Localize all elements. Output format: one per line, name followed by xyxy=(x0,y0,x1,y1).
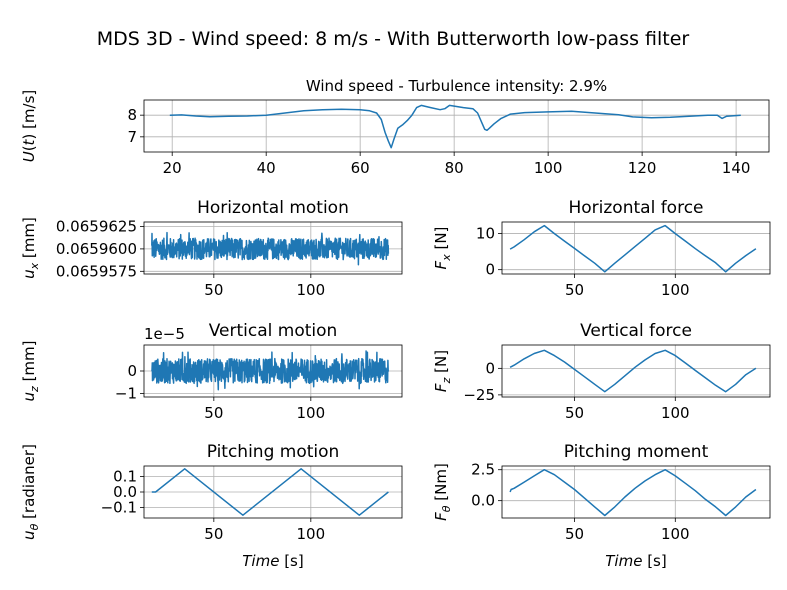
plot-frame-wind xyxy=(143,99,770,153)
y-axis-label-wind: U(t) [m/s] xyxy=(20,90,38,163)
y-tick-label-pmotion-2: 0.1 xyxy=(113,468,137,486)
y-tick-label-pmoment-1: 2.5 xyxy=(471,461,495,479)
series-line-hforce xyxy=(509,224,757,273)
y-tick-label-vmotion-1: 0 xyxy=(127,362,137,380)
x-tick-label-hforce-0: 50 xyxy=(565,281,584,299)
y-tick-label-pmotion-0: −0.1 xyxy=(101,498,137,516)
panel-vforce: 50 100 −25 0 Vertical force Fz [N] xyxy=(432,321,771,422)
plot-frame-hforce xyxy=(501,221,771,275)
y-axis-label-hforce: Fx [N] xyxy=(432,227,453,270)
y-tick-label-wind-1: 8 xyxy=(127,106,137,124)
y-tick-label-vforce-1: 0 xyxy=(485,359,495,377)
series-line-pmotion xyxy=(151,468,389,516)
x-tick-label-pmotion-1: 100 xyxy=(297,525,326,543)
y-tick-label-hmotion-1: 0.0659600 xyxy=(56,240,137,258)
x-tick-label-pmoment-0: 50 xyxy=(565,525,584,543)
panel-hmotion: 50 100 0.0659575 0.0659600 0.0659625 Horizont… xyxy=(20,198,403,299)
y-tick-label-hmotion-2: 0.0659625 xyxy=(56,217,137,235)
x-tick-label-wind-5: 120 xyxy=(628,159,657,177)
y-axis-label-pmoment: Fθ [Nm] xyxy=(432,463,453,521)
x-tick-label-wind-2: 60 xyxy=(351,159,370,177)
x-tick-label-vforce-1: 100 xyxy=(661,404,690,422)
series-line-vforce xyxy=(509,349,757,393)
panel-title-pmoment: Pitching moment xyxy=(564,442,709,462)
panel-title-vforce: Vertical force xyxy=(580,321,692,341)
panel-title-hmotion: Horizontal motion xyxy=(197,198,349,218)
y-axis-label-pmotion: uθ [radianer] xyxy=(20,444,41,540)
y-tick-label-hforce-1: 10 xyxy=(476,225,495,243)
x-tick-label-hmotion-1: 100 xyxy=(297,281,326,299)
x-tick-label-pmotion-0: 50 xyxy=(204,525,223,543)
figure-title: MDS 3D - Wind speed: 8 m/s - With Butter… xyxy=(97,28,690,50)
panel-title-wind: Wind speed - Turbulence intensity: 2.9% xyxy=(306,77,607,95)
y-tick-label-pmoment-0: 0.0 xyxy=(471,492,495,510)
x-tick-label-wind-0: 20 xyxy=(163,159,182,177)
plot-frame-hmotion xyxy=(143,221,403,275)
panel-hforce: 50 100 0 10 Horizontal force Fx [N] xyxy=(432,198,771,299)
panel-pmoment: 50 100 0.0 2.5 Pitching moment Fθ [Nm] Time [s… xyxy=(432,442,771,570)
y-tick-label-hforce-0: 0 xyxy=(485,261,495,279)
y-axis-label-vforce: Fz [N] xyxy=(432,350,453,392)
x-tick-label-vmotion-0: 50 xyxy=(204,404,223,422)
x-axis-label-pmotion: Time [s] xyxy=(242,552,303,570)
y-axis-label-vmotion: uz [mm] xyxy=(20,341,41,402)
series-line-pmoment xyxy=(509,468,757,517)
series-line-vmotion xyxy=(151,350,390,391)
x-tick-label-wind-1: 40 xyxy=(257,159,276,177)
x-tick-label-wind-3: 80 xyxy=(445,159,464,177)
y-tick-label-wind-0: 7 xyxy=(127,128,137,146)
x-tick-label-hforce-1: 100 xyxy=(661,281,690,299)
plot-frame-pmoment xyxy=(501,465,771,519)
y-tick-label-pmotion-1: 0.0 xyxy=(113,483,137,501)
y-tick-label-vmotion-0: −1 xyxy=(115,385,137,403)
x-tick-label-wind-4: 100 xyxy=(534,159,563,177)
x-tick-label-hmotion-0: 50 xyxy=(204,281,223,299)
panel-title-vmotion: Vertical motion xyxy=(209,321,338,341)
x-tick-label-pmoment-1: 100 xyxy=(661,525,690,543)
y-tick-label-vforce-0: −25 xyxy=(463,386,495,404)
panel-title-hforce: Horizontal force xyxy=(568,198,703,218)
x-tick-label-wind-6: 140 xyxy=(722,159,751,177)
series-line-wind xyxy=(169,104,741,149)
x-tick-label-vforce-0: 50 xyxy=(565,404,584,422)
x-axis-label-pmoment: Time [s] xyxy=(605,552,666,570)
series-line-hmotion xyxy=(151,231,390,266)
plot-frame-vforce xyxy=(501,344,771,398)
offset-label-vmotion: 1e−5 xyxy=(144,325,185,343)
panel-pmotion: 50 100 −0.10.00.1 Pitching motion uθ [radian… xyxy=(20,442,403,570)
panel-title-pmotion: Pitching motion xyxy=(207,442,340,462)
panel-wind: 20 40 60 80 100 120 140 7 8 Wind speed - Turbulen… xyxy=(20,77,770,177)
panel-vmotion: 50 100 −1 0 1e−5 Vertical motion uz [mm] xyxy=(20,321,403,422)
y-axis-label-hmotion: ux [mm] xyxy=(20,217,41,279)
x-tick-label-vmotion-1: 100 xyxy=(297,404,326,422)
y-tick-label-hmotion-0: 0.0659575 xyxy=(56,262,137,280)
